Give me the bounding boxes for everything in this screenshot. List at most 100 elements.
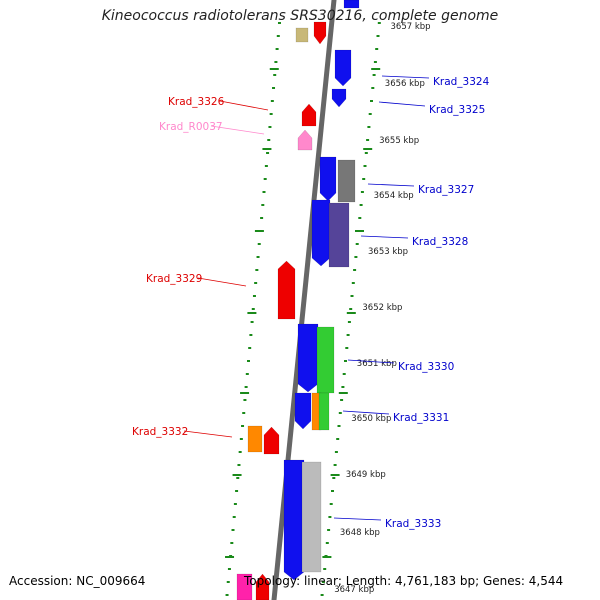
gene-krad-3332[interactable] — [263, 426, 280, 455]
gene-label-krad-3333[interactable]: Krad_3333 — [385, 518, 441, 530]
scale-labels: 3657 kbp 3656 kbp 3655 kbp 3654 kbp 3653 kbp… — [334, 22, 430, 595]
callout-line — [347, 359, 395, 364]
callout-line — [360, 235, 409, 239]
tick-mark — [225, 594, 229, 596]
gene-krad-3326[interactable] — [301, 103, 317, 127]
scale-label: 3653 kbp — [368, 247, 408, 257]
major-tick-mark — [338, 392, 348, 394]
tick-mark — [251, 308, 255, 310]
gene-krad-3330-green[interactable] — [316, 326, 335, 394]
gene-krad-r0037[interactable] — [297, 129, 313, 151]
tick-mark — [373, 61, 377, 63]
tick-mark — [367, 126, 371, 128]
tick-mark — [328, 516, 332, 518]
tick-mark — [249, 334, 253, 336]
scale-label: 3652 kbp — [362, 303, 402, 313]
major-tick-mark — [346, 312, 356, 314]
tick-mark — [333, 464, 337, 466]
tick-mark — [338, 412, 342, 414]
tick-mark — [320, 594, 324, 596]
gene-krad-3328-purple[interactable] — [328, 202, 350, 268]
gene-krad-3324[interactable] — [334, 49, 352, 87]
tick-mark — [376, 35, 380, 37]
major-tick-mark — [262, 148, 272, 150]
tick-mark — [337, 425, 341, 427]
scale-ticks — [225, 22, 381, 596]
tick-mark — [245, 373, 249, 375]
tick-mark — [266, 152, 270, 154]
gene-krad-3331-green[interactable] — [318, 392, 330, 431]
callout-line — [333, 517, 382, 521]
tick-mark — [359, 204, 363, 206]
major-tick-mark — [247, 312, 257, 314]
tick-mark — [260, 217, 264, 219]
gene-krad-3333[interactable] — [283, 459, 305, 581]
gene-krad-3331[interactable] — [294, 392, 312, 430]
gene-krad-3328[interactable] — [311, 199, 331, 267]
scale-label: 3649 kbp — [346, 470, 386, 480]
gene-krad-3330[interactable] — [297, 323, 319, 393]
tick-mark — [248, 347, 252, 349]
gene-krad-3332-orange[interactable] — [247, 425, 263, 453]
gene-krad-3329[interactable] — [277, 260, 296, 320]
genome-summary-text: Topology: linear; Length: 4,761,183 bp; … — [244, 574, 564, 588]
tick-mark — [255, 269, 259, 271]
tick-mark — [321, 581, 325, 583]
tick-mark — [244, 386, 248, 388]
tick-mark — [346, 334, 350, 336]
scale-label: 3650 kbp — [351, 414, 391, 424]
callout-line — [210, 125, 265, 135]
tick-mark — [276, 35, 280, 37]
accession-text: Accession: NC_009664 — [9, 574, 146, 588]
gene-label-krad-3324[interactable]: Krad_3324 — [433, 76, 490, 88]
gene-label-krad-3331[interactable]: Krad_3331 — [393, 412, 449, 424]
tick-mark — [227, 568, 231, 570]
tick-mark — [325, 542, 329, 544]
tick-mark — [273, 74, 277, 76]
callout-line — [342, 410, 390, 415]
tick-mark — [277, 22, 281, 24]
tick-mark — [257, 243, 261, 245]
major-tick-mark — [322, 556, 332, 558]
tick-mark — [331, 490, 334, 492]
tick-mark — [358, 217, 362, 219]
tick-mark — [267, 139, 271, 141]
tick-mark — [370, 100, 373, 102]
major-tick-mark — [254, 230, 264, 232]
major-tick-mark — [240, 392, 250, 394]
gene-krad-3333-grey[interactable] — [301, 461, 322, 573]
tick-mark — [355, 243, 359, 245]
tick-mark — [329, 503, 333, 505]
gene-top-red[interactable] — [313, 21, 327, 45]
gene-bottom-red[interactable] — [255, 573, 270, 600]
gene-label-krad-3326[interactable]: Krad_3326 — [168, 96, 225, 108]
major-tick-mark — [363, 148, 373, 150]
scale-label: 3656 kbp — [385, 79, 425, 89]
tick-mark — [233, 503, 237, 505]
gene-krad-3325[interactable] — [331, 88, 347, 108]
tick-mark — [351, 282, 355, 284]
tick-mark — [239, 438, 243, 440]
gene-label-krad-3329[interactable]: Krad_3329 — [146, 273, 202, 285]
tick-mark — [360, 191, 364, 193]
gene-top-blue[interactable] — [343, 0, 360, 9]
tick-mark — [334, 451, 338, 453]
tick-mark — [347, 321, 351, 323]
gene-bottom-pink[interactable] — [236, 573, 253, 600]
gene-krad-3327[interactable] — [319, 156, 337, 202]
callout-line — [378, 101, 426, 107]
gene-krad-3327-grey[interactable] — [337, 159, 356, 203]
gene-label-krad-3328[interactable]: Krad_3328 — [412, 236, 468, 248]
tick-mark — [341, 386, 345, 388]
tick-mark — [263, 178, 267, 180]
gene-label-krad-r0037[interactable]: Krad_R0037 — [159, 121, 223, 133]
major-tick-mark — [330, 474, 340, 476]
gene-label-krad-3332[interactable]: Krad_3332 — [132, 426, 188, 438]
tick-mark — [362, 178, 366, 180]
gene-label-krad-3327[interactable]: Krad_3327 — [418, 184, 474, 196]
gene-label-krad-3325[interactable]: Krad_3325 — [429, 104, 485, 116]
gene-top-tan[interactable] — [295, 27, 309, 43]
gene-label-krad-3330[interactable]: Krad_3330 — [398, 361, 454, 373]
scale-label: 3657 kbp — [391, 22, 431, 32]
